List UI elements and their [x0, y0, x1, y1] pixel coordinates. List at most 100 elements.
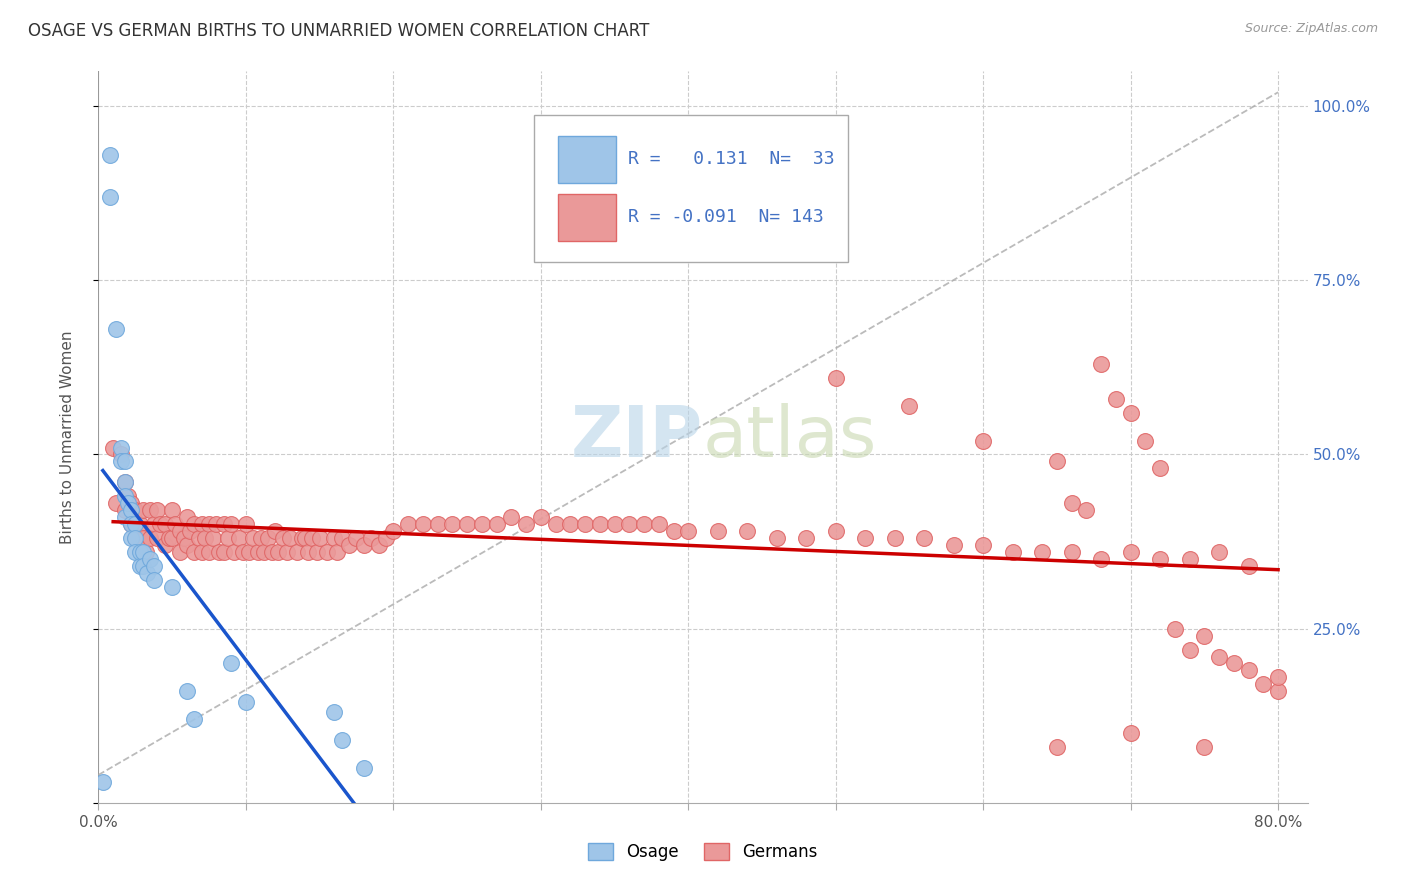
Point	[382, 524, 405, 538]
Point	[183, 517, 205, 532]
Point	[120, 503, 142, 517]
Point	[190, 517, 212, 532]
Point	[120, 517, 142, 532]
Point	[143, 517, 166, 532]
Point	[308, 531, 330, 545]
Point	[1149, 552, 1171, 566]
Point	[131, 545, 153, 559]
Text: R = -0.091  N= 143: R = -0.091 N= 143	[628, 209, 824, 227]
Point	[972, 434, 994, 448]
Point	[1031, 545, 1053, 559]
Point	[353, 761, 375, 775]
Point	[291, 531, 314, 545]
Point	[1090, 357, 1112, 371]
Point	[301, 531, 323, 545]
Point	[198, 517, 221, 532]
Point	[219, 517, 242, 532]
Point	[98, 148, 121, 162]
Point	[114, 475, 136, 490]
Point	[603, 517, 626, 532]
Point	[124, 545, 146, 559]
Point	[176, 684, 198, 698]
Point	[146, 531, 169, 545]
Point	[131, 531, 153, 545]
Point	[972, 538, 994, 552]
Point	[183, 545, 205, 559]
Point	[271, 531, 294, 545]
Point	[1164, 622, 1187, 636]
Point	[114, 475, 136, 490]
Point	[124, 503, 146, 517]
Point	[267, 545, 290, 559]
Point	[139, 531, 162, 545]
Point	[824, 371, 846, 385]
Point	[136, 566, 159, 580]
Point	[1119, 545, 1142, 559]
Point	[485, 517, 508, 532]
Point	[160, 580, 183, 594]
Point	[120, 496, 142, 510]
Point	[117, 489, 139, 503]
Point	[183, 712, 205, 726]
Point	[316, 545, 339, 559]
Point	[1001, 545, 1024, 559]
Point	[135, 545, 157, 559]
Point	[222, 545, 245, 559]
Point	[501, 510, 523, 524]
Point	[560, 517, 582, 532]
Point	[262, 545, 284, 559]
Point	[633, 517, 655, 532]
Point	[323, 705, 346, 719]
Point	[1178, 552, 1201, 566]
Point	[114, 503, 136, 517]
Point	[173, 531, 195, 545]
Point	[235, 517, 257, 532]
Point	[619, 517, 641, 532]
Y-axis label: Births to Unmarried Women: Births to Unmarried Women	[60, 330, 75, 544]
Point	[294, 531, 316, 545]
Point	[297, 545, 319, 559]
Point	[441, 517, 464, 532]
Point	[105, 322, 128, 336]
Point	[1237, 558, 1260, 573]
Point	[515, 517, 537, 532]
Point	[157, 531, 180, 545]
Point	[153, 517, 176, 532]
Point	[353, 538, 375, 552]
Point	[105, 496, 128, 510]
Point	[1060, 496, 1083, 510]
Point	[179, 524, 201, 538]
Point	[574, 517, 596, 532]
Text: OSAGE VS GERMAN BIRTHS TO UNMARRIED WOMEN CORRELATION CHART: OSAGE VS GERMAN BIRTHS TO UNMARRIED WOME…	[28, 22, 650, 40]
Point	[1267, 670, 1289, 684]
Point	[1208, 649, 1230, 664]
Point	[91, 775, 114, 789]
Point	[375, 531, 398, 545]
Point	[706, 524, 728, 538]
Point	[1046, 740, 1069, 755]
Point	[128, 517, 150, 532]
Point	[198, 545, 221, 559]
Point	[124, 531, 146, 545]
Point	[114, 510, 136, 524]
Point	[228, 531, 250, 545]
Point	[1076, 503, 1098, 517]
Point	[337, 538, 360, 552]
Point	[589, 517, 612, 532]
Point	[208, 545, 231, 559]
Point	[238, 545, 260, 559]
Point	[128, 558, 150, 573]
Point	[1046, 454, 1069, 468]
Point	[114, 454, 136, 468]
Point	[165, 517, 187, 532]
Point	[1253, 677, 1275, 691]
Point	[1119, 726, 1142, 740]
Point	[412, 517, 434, 532]
Point	[824, 524, 846, 538]
Point	[120, 517, 142, 532]
Point	[149, 517, 172, 532]
Point	[276, 545, 298, 559]
Point	[853, 531, 876, 545]
Point	[169, 524, 191, 538]
Point	[124, 531, 146, 545]
